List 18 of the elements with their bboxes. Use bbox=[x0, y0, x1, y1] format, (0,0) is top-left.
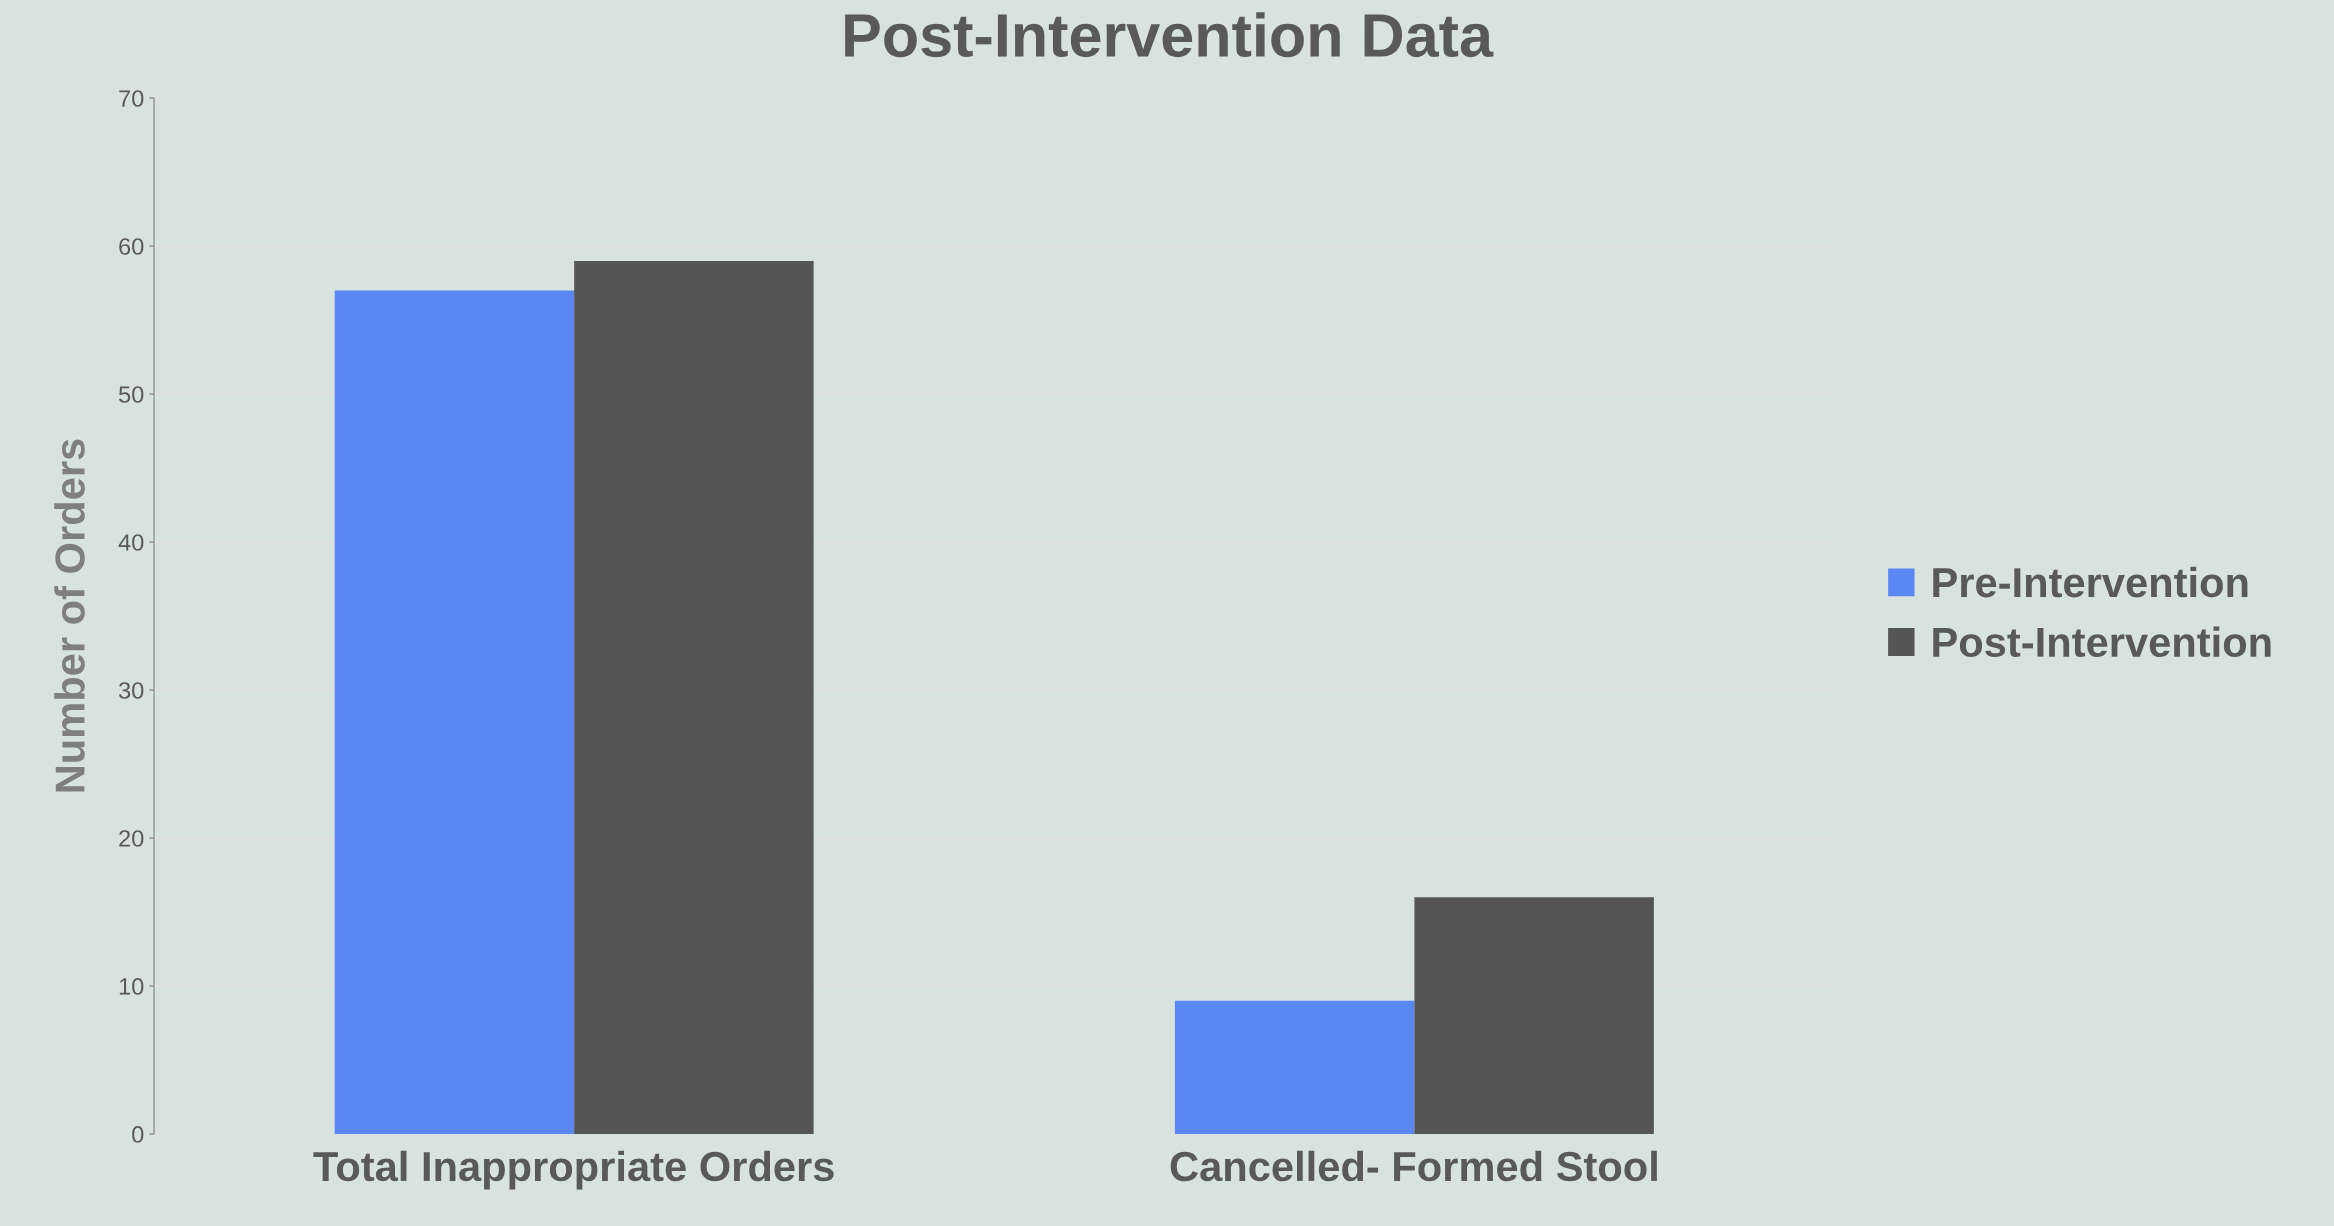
y-axis-title: Number of Orders bbox=[54, 439, 85, 792]
bar bbox=[574, 260, 814, 1135]
y-tick-label: 0 bbox=[132, 1126, 144, 1143]
legend-label: Pre-Intervention bbox=[1933, 566, 2248, 598]
y-tick-label: 20 bbox=[119, 830, 144, 847]
y-tick-label: 10 bbox=[119, 978, 144, 995]
bar bbox=[334, 290, 575, 1135]
bar bbox=[1414, 897, 1654, 1135]
y-tick-label: 40 bbox=[118, 534, 144, 551]
y-tick-label: 50 bbox=[119, 386, 144, 403]
y-tick-label: 30 bbox=[118, 682, 144, 699]
x-tick-label: Cancelled- Formed Stool bbox=[1170, 1150, 1657, 1182]
chart-title: Post-Intervention Data bbox=[845, 12, 1494, 58]
legend-label: Post-Intervention bbox=[1933, 626, 2271, 658]
y-tick-label: 70 bbox=[119, 90, 144, 107]
bar bbox=[1174, 1000, 1415, 1135]
x-tick-label: Total Inappropriate Orders bbox=[313, 1150, 834, 1190]
y-tick-label: 60 bbox=[119, 238, 144, 255]
